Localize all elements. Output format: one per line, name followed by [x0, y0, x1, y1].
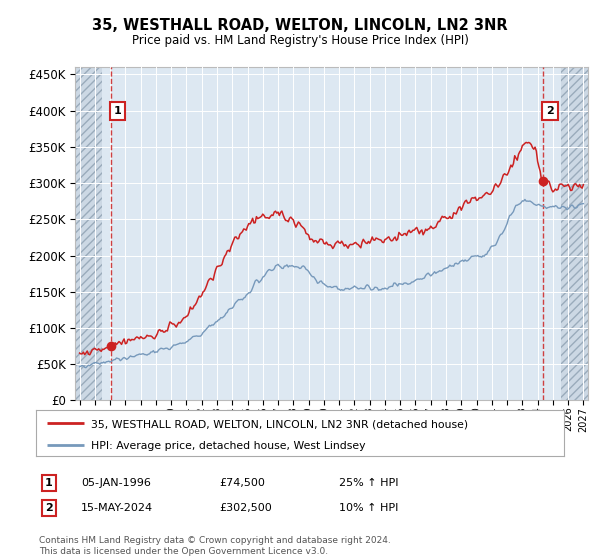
Text: £302,500: £302,500: [219, 503, 272, 513]
Text: 1: 1: [113, 106, 121, 116]
Bar: [560, 67, 588, 400]
Bar: [75, 67, 103, 400]
Text: 10% ↑ HPI: 10% ↑ HPI: [339, 503, 398, 513]
Text: 35, WESTHALL ROAD, WELTON, LINCOLN, LN2 3NR: 35, WESTHALL ROAD, WELTON, LINCOLN, LN2 …: [92, 18, 508, 32]
Text: Contains HM Land Registry data © Crown copyright and database right 2024.
This d: Contains HM Land Registry data © Crown c…: [39, 536, 391, 556]
Text: 2: 2: [547, 106, 554, 116]
Text: 25% ↑ HPI: 25% ↑ HPI: [339, 478, 398, 488]
Text: 35, WESTHALL ROAD, WELTON, LINCOLN, LN2 3NR (detached house): 35, WESTHALL ROAD, WELTON, LINCOLN, LN2 …: [91, 419, 469, 430]
Text: Price paid vs. HM Land Registry's House Price Index (HPI): Price paid vs. HM Land Registry's House …: [131, 34, 469, 47]
Text: 2: 2: [45, 503, 53, 513]
Text: £74,500: £74,500: [219, 478, 265, 488]
Text: HPI: Average price, detached house, West Lindsey: HPI: Average price, detached house, West…: [91, 441, 366, 451]
Text: 15-MAY-2024: 15-MAY-2024: [81, 503, 153, 513]
Text: 05-JAN-1996: 05-JAN-1996: [81, 478, 151, 488]
Text: 1: 1: [45, 478, 53, 488]
